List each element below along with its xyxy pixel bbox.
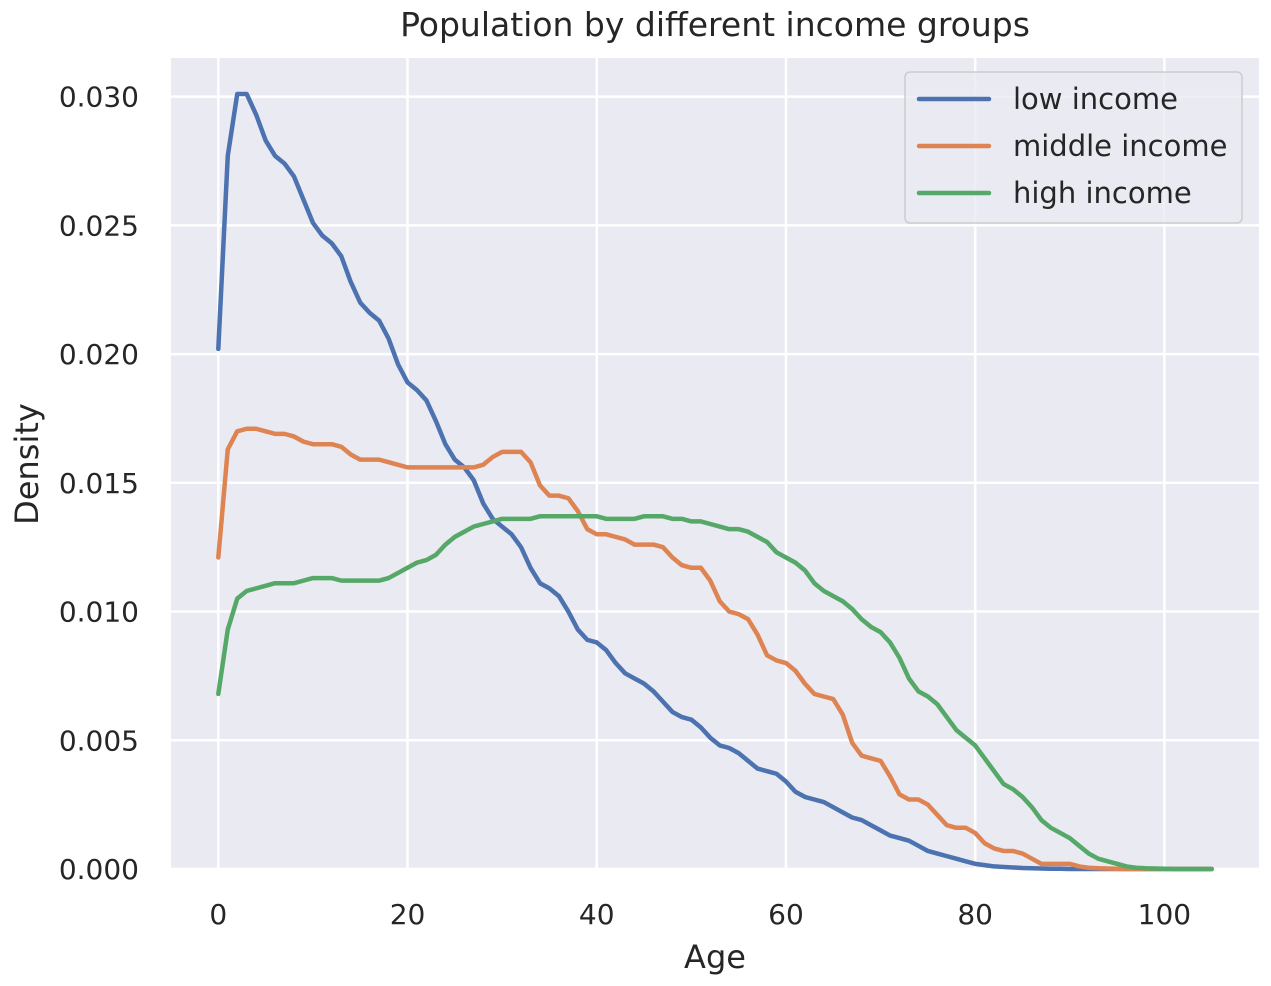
y-tick-label: 0.025 bbox=[59, 209, 139, 242]
legend-label: low income bbox=[1013, 82, 1178, 116]
series-lines bbox=[216, 91, 1214, 872]
y-tick-label: 0.010 bbox=[59, 596, 139, 629]
legend-box bbox=[904, 71, 1243, 224]
legend-label: middle income bbox=[1013, 129, 1227, 163]
y-tick-label: 0.015 bbox=[59, 467, 139, 500]
y-tick-label: 0.020 bbox=[59, 338, 139, 371]
y-axis-label: Density bbox=[8, 403, 46, 525]
x-tick-label: 100 bbox=[1138, 898, 1191, 931]
y-tick-labels: 0.000 0.005 0.010 0.015 0.020 0.025 0.030 bbox=[59, 81, 139, 886]
grid-lines bbox=[171, 58, 1259, 871]
series-line-low-income bbox=[216, 91, 1214, 872]
x-axis-label: Age bbox=[684, 938, 746, 976]
x-tick-label: 40 bbox=[579, 898, 615, 931]
y-tick-label: 0.000 bbox=[59, 853, 139, 886]
x-tick-label: 0 bbox=[209, 898, 227, 931]
series-line-middle-income bbox=[216, 426, 1214, 872]
x-tick-label: 80 bbox=[957, 898, 993, 931]
x-tick-labels: 0 20 40 60 80 100 bbox=[209, 898, 1191, 931]
legend-label: high income bbox=[1013, 176, 1192, 210]
series-line-high-income bbox=[216, 514, 1214, 872]
y-tick-label: 0.005 bbox=[59, 724, 139, 757]
chart-title: Population by different income groups bbox=[400, 5, 1030, 44]
x-tick-label: 60 bbox=[768, 898, 804, 931]
x-tick-label: 20 bbox=[390, 898, 426, 931]
legend: low income middle income high income bbox=[904, 71, 1243, 224]
y-tick-label: 0.030 bbox=[59, 81, 139, 114]
